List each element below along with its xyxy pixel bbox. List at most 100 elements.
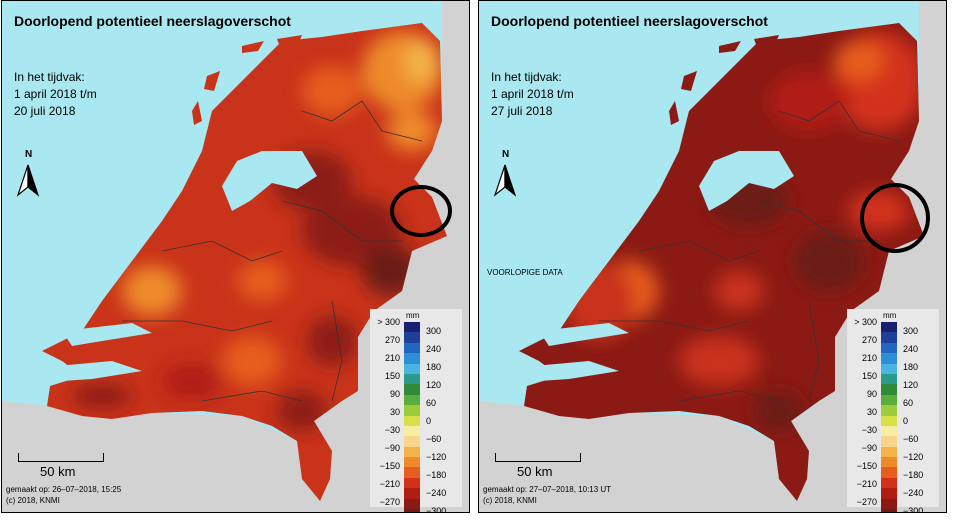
legend-right-label: 60 <box>903 397 914 408</box>
north-arrow: N <box>12 149 44 201</box>
legend-left-label: 150 <box>861 370 877 381</box>
legend-swatch <box>404 342 420 354</box>
legend-unit: mm <box>406 311 420 320</box>
legend-left-label: −150 <box>379 460 400 471</box>
period-info: In het tijdvak: 1 april 2018 t/m 20 juli… <box>14 69 97 120</box>
legend-left-label: 30 <box>389 406 400 417</box>
legend-swatch <box>404 384 420 395</box>
highlight-circle <box>390 185 452 237</box>
legend-swatch <box>404 353 420 364</box>
legend-right-label: −300 <box>903 505 924 513</box>
legend-swatch <box>404 332 420 343</box>
map-panel-left: Doorlopend potentieel neerslagoverschot … <box>1 0 470 513</box>
legend-left-label: −30 <box>384 424 400 435</box>
map-title: Doorlopend potentieel neerslagoverschot <box>14 13 291 29</box>
legend-left-label: 30 <box>866 406 877 417</box>
scale-bar <box>495 453 581 462</box>
legend-left-label: −90 <box>861 442 877 453</box>
legend-right-label: 0 <box>426 415 432 426</box>
highlight-circle <box>860 183 930 253</box>
north-label: N <box>25 149 33 160</box>
legend-right-label: −120 <box>426 451 447 462</box>
period-label: In het tijdvak: <box>14 70 85 84</box>
legend-right-label: 240 <box>426 343 442 354</box>
legend-swatch <box>404 405 420 416</box>
legend-swatches <box>404 322 420 512</box>
period-from: 1 april 2018 t/m <box>491 87 574 101</box>
legend-right-label: 300 <box>426 325 442 336</box>
legend-swatch <box>404 498 420 510</box>
legend-swatch <box>404 394 420 406</box>
legend-left-label: 210 <box>861 352 877 363</box>
legend-swatch <box>404 322 420 333</box>
period-to: 20 juli 2018 <box>14 104 76 118</box>
north-arrow: N <box>489 149 521 201</box>
legend-left-label: −270 <box>379 496 400 507</box>
legend-right-label: 0 <box>903 415 909 426</box>
legend-right-label: 180 <box>903 361 919 372</box>
map-footer: gemaakt op: 27–07–2018, 10:13 UT (c) 201… <box>483 484 611 506</box>
legend-swatch <box>881 436 897 447</box>
legend-left-label: 270 <box>384 334 400 345</box>
legend-left-label: −150 <box>856 460 877 471</box>
legend-right-label: 180 <box>426 361 442 372</box>
legend-left-label: 90 <box>389 388 400 399</box>
legend-left-label: > 300 <box>377 317 400 327</box>
legend-swatch <box>404 436 420 447</box>
legend-swatch <box>881 363 897 374</box>
legend-left-label: 270 <box>861 334 877 345</box>
legend-right-label: −120 <box>903 451 924 462</box>
legend-left-label: > 300 <box>854 317 877 327</box>
legend-right-label: 240 <box>903 343 919 354</box>
period-from: 1 april 2018 t/m <box>14 87 97 101</box>
legend-right-label: 120 <box>426 379 442 390</box>
legend-left-label: 210 <box>384 352 400 363</box>
legend-left-label: 150 <box>384 370 400 381</box>
legend-swatch <box>404 363 420 374</box>
scale-label: 50 km <box>517 464 553 479</box>
legend-swatch <box>404 415 420 426</box>
legend-right-label: 300 <box>903 325 919 336</box>
period-to: 27 juli 2018 <box>491 104 553 118</box>
legend-swatch <box>881 394 897 406</box>
copyright-text: (c) 2018, KNMI <box>483 496 537 505</box>
legend-swatch <box>881 488 897 499</box>
legend-right-label: −300 <box>426 505 447 513</box>
legend-swatch <box>404 446 420 458</box>
legend: mm > 3002702101509030−30−90−150−210−270<… <box>370 309 462 512</box>
made-on-text: gemaakt op: 27–07–2018, 10:13 UT <box>483 485 612 494</box>
legend-left-label: −210 <box>856 478 877 489</box>
legend-swatches <box>881 322 897 512</box>
legend-swatch <box>881 477 897 489</box>
map-footer: gemaakt op: 26–07–2018, 15:25 (c) 2018, … <box>6 484 121 506</box>
legend-swatch <box>404 488 420 499</box>
legend-swatch <box>881 405 897 416</box>
legend-left-label: −30 <box>861 424 877 435</box>
legend-left-label: −90 <box>384 442 400 453</box>
legend-swatch <box>881 342 897 354</box>
legend-swatch <box>881 457 897 468</box>
legend-left-label: −270 <box>856 496 877 507</box>
legend-swatch <box>404 467 420 478</box>
legend-right-label: 60 <box>426 397 437 408</box>
period-label: In het tijdvak: <box>491 70 562 84</box>
legend-swatch <box>881 332 897 343</box>
legend-swatch <box>404 457 420 468</box>
north-arrow-icon <box>493 164 517 197</box>
legend-swatch <box>881 425 897 437</box>
legend-right-label: −180 <box>903 469 924 480</box>
legend-swatch <box>404 509 420 512</box>
legend-swatch <box>881 373 897 385</box>
legend-right-label: −240 <box>426 487 447 498</box>
map-title: Doorlopend potentieel neerslagoverschot <box>491 13 768 29</box>
made-on-text: gemaakt op: 26–07–2018, 15:25 <box>6 485 122 494</box>
period-info: In het tijdvak: 1 april 2018 t/m 27 juli… <box>491 69 574 120</box>
scale-label: 50 km <box>40 464 76 479</box>
legend-right-label: −60 <box>426 433 442 444</box>
legend-swatch <box>881 384 897 395</box>
legend-right-label: −180 <box>426 469 447 480</box>
legend-swatch <box>881 353 897 364</box>
legend-swatch <box>881 446 897 458</box>
legend-swatch <box>404 425 420 437</box>
precipitation-map-left <box>2 1 469 512</box>
